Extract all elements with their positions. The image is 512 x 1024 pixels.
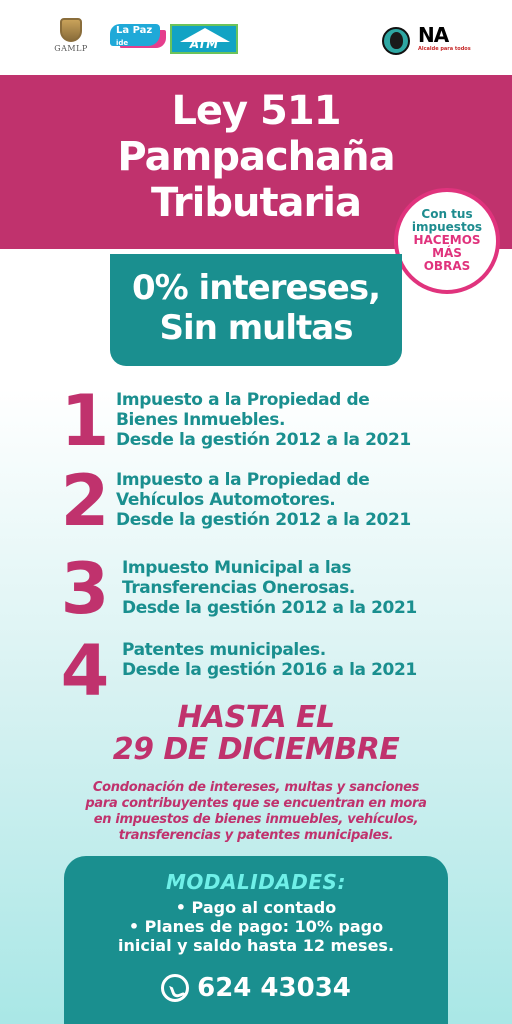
- mountain-icon: [180, 28, 230, 42]
- promo-line: 0% intereses,: [131, 268, 381, 308]
- modality-option: • Planes de pago: 10% pago: [128, 917, 384, 936]
- badge-line: HACEMOS: [413, 233, 481, 247]
- item-line: Patentes municipales.: [122, 640, 326, 660]
- description: Condonación de intereses, multas y sanci…: [30, 780, 482, 844]
- modalities-heading: MODALIDADES:: [166, 870, 346, 894]
- item-line: Transferencias Onerosas.: [122, 578, 355, 598]
- taxes-badge: Con tus impuestos HACEMOS MÁS OBRAS: [394, 188, 500, 294]
- contact-phone[interactable]: 624 43034: [64, 973, 448, 1003]
- item-line: Impuesto Municipal a las: [122, 558, 352, 578]
- description-line: Condonación de intereses, multas y sanci…: [92, 780, 420, 795]
- lapaz-logo-suffix: ide: [116, 39, 129, 47]
- badge-line: OBRAS: [423, 259, 471, 273]
- badge-line: Con tus: [421, 207, 473, 221]
- item-text: Impuesto Municipal a las Transferencias …: [122, 558, 512, 618]
- na-logo: NA Alcalde para todos: [418, 23, 471, 52]
- page-title: Ley 511 Pampachaña Tributaria: [0, 88, 512, 226]
- item-line: Bienes Inmuebles.: [116, 410, 286, 430]
- item-text: Patentes municipales. Desde la gestión 2…: [122, 640, 512, 680]
- item-number: 1: [60, 380, 110, 462]
- lapaz-logo: La Paz ide: [110, 24, 160, 47]
- gamlp-logo-text: GAMLP: [54, 44, 88, 53]
- modalities-box: MODALIDADES: • Pago al contado • Planes …: [64, 856, 448, 1024]
- deadline-line: 29 DE DICIEMBRE: [112, 732, 400, 767]
- item-line: Desde la gestión 2016 a la 2021: [122, 660, 417, 680]
- modality-option: • Pago al contado: [175, 898, 337, 917]
- gamlp-crest-icon: [60, 18, 82, 42]
- header-logos: GAMLP La Paz ide ATM NA Alcalde para tod…: [0, 0, 512, 74]
- item-line: Vehículos Automotores.: [116, 490, 336, 510]
- item-line: Impuesto a la Propiedad de: [116, 390, 370, 410]
- promo-box: 0% intereses, Sin multas: [110, 254, 402, 366]
- item-line: Desde la gestión 2012 a la 2021: [122, 598, 417, 618]
- description-line: para contribuyentes que se encuentran en…: [85, 796, 427, 811]
- mayor-portrait-icon: [382, 27, 410, 55]
- item-line: Desde la gestión 2012 a la 2021: [116, 430, 411, 450]
- description-line: transferencias y patentes municipales.: [118, 828, 394, 843]
- lapaz-logo-text: La Paz: [116, 25, 153, 36]
- na-tagline: Alcalde para todos: [418, 46, 471, 52]
- whatsapp-icon: [161, 974, 190, 1002]
- modalities-options: • Pago al contado • Planes de pago: 10% …: [64, 898, 448, 955]
- description-line: en impuestos de bienes inmuebles, vehícu…: [93, 812, 419, 827]
- deadline: HASTA EL 29 DE DICIEMBRE: [0, 702, 512, 766]
- item-text: Impuesto a la Propiedad de Vehículos Aut…: [116, 470, 506, 530]
- title-line: Tributaria: [151, 180, 362, 226]
- title-line: Ley 511: [171, 88, 341, 134]
- deadline-line: HASTA EL: [177, 700, 335, 735]
- badge-line: MÁS: [432, 246, 462, 260]
- item-number: 4: [60, 630, 110, 712]
- item-line: Impuesto a la Propiedad de: [116, 470, 370, 490]
- phone-number: 624 43034: [197, 973, 351, 1003]
- na-logo-text: NA: [418, 23, 449, 47]
- item-number: 2: [60, 460, 110, 542]
- gamlp-logo: GAMLP: [50, 18, 92, 53]
- modality-option: inicial y saldo hasta 12 meses.: [117, 936, 395, 955]
- atm-logo: ATM: [170, 24, 238, 54]
- item-text: Impuesto a la Propiedad de Bienes Inmueb…: [116, 390, 506, 450]
- promo-line: Sin multas: [159, 308, 354, 348]
- item-number: 3: [60, 548, 110, 630]
- atm-logo-text: ATM: [189, 37, 219, 51]
- title-line: Pampachaña: [117, 134, 395, 180]
- item-line: Desde la gestión 2012 a la 2021: [116, 510, 411, 530]
- badge-line: impuestos: [411, 220, 483, 234]
